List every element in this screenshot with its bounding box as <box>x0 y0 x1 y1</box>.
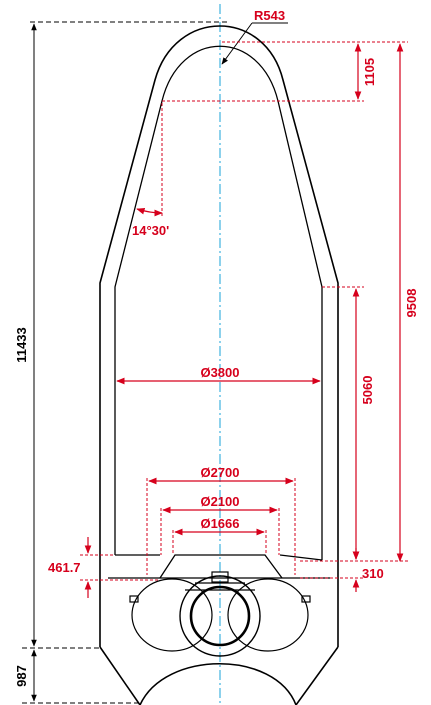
fairing-outer-outline <box>99 25 339 647</box>
center-tank-inner <box>189 585 251 647</box>
payload-floor-right <box>279 554 323 561</box>
center-tank-outer <box>179 575 261 657</box>
fairing-height-label: 9508 <box>404 289 419 318</box>
tank-assembly <box>129 571 311 657</box>
left-tank <box>131 578 213 652</box>
valve-left <box>129 595 139 603</box>
fairing-base <box>99 646 339 705</box>
valve-right <box>301 595 311 603</box>
overall-height-label: 11433 <box>14 327 29 362</box>
diameter-outer-label: Ø3800 <box>200 365 239 380</box>
adapter-height-label: 461.7 <box>48 560 81 575</box>
cylinder-height-label: 5060 <box>360 376 375 405</box>
cone-angle-label: 14°30' <box>132 223 169 238</box>
right-tank <box>227 578 309 652</box>
interface-height-label: 310 <box>362 566 384 581</box>
fairing-inner-outline <box>114 45 323 560</box>
base-height-label: 987 <box>14 665 29 687</box>
diameter-2700-label: Ø2700 <box>200 465 239 480</box>
diameter-1666-label: Ø1666 <box>200 516 239 531</box>
diameter-2100-label: Ø2100 <box>200 494 239 509</box>
radius-leader <box>221 22 253 65</box>
cone-angle-arc <box>136 208 163 217</box>
top-fitting <box>211 571 229 583</box>
ogive-height-label: 1105 <box>362 58 377 86</box>
adapter-cone <box>159 554 283 579</box>
radius-label: R543 <box>254 8 285 23</box>
